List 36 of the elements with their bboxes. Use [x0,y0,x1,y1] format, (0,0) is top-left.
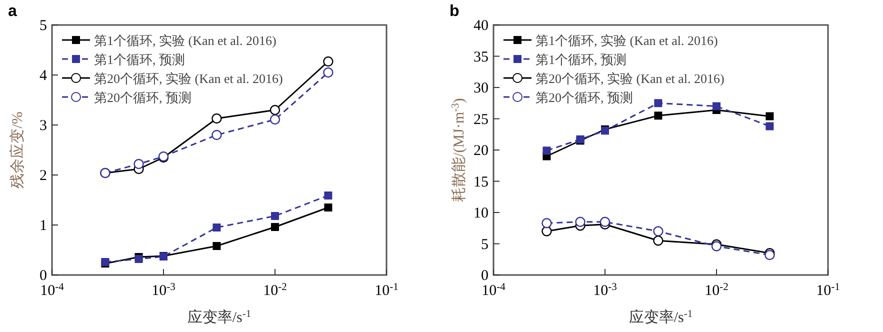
x-tick-label: 10$^{-3}$ [593,282,617,299]
y-axis-title: 残余应变/% [9,112,26,188]
y-tick-label: 0 [481,268,488,284]
legend-label: 第20个循环, 预测 [536,90,633,105]
y-tick-label: 35 [474,49,488,66]
y-tick-label: 10 [474,206,488,222]
y-tick-label: 5 [40,18,47,34]
x-tick-label: 10$^{-4}$ [40,282,65,299]
x-tick-label: 10$^{-1}$ [816,282,840,299]
legend-label: 第1个循环, 实验 (Kan et al. 2016) [94,33,276,48]
y-tick-label: 2 [40,168,47,184]
x-tick-label: 10$^{-1}$ [374,282,398,299]
chart-title: b [450,3,460,20]
y-tick-label: 15 [474,174,488,190]
chart-title: a [8,3,17,20]
x-axis-title: 应变率/s$^{-1}$ [187,308,252,326]
y-tick-label: 25 [474,112,488,128]
y-tick-label: 0 [40,268,47,284]
y-tick-label: 4 [40,68,48,84]
y-tick-label: 5 [481,236,488,253]
y-tick-label: 20 [474,143,488,159]
legend-label: 第1个循环, 预测 [536,52,626,67]
legend-label: 第20个循环, 预测 [94,90,192,105]
legend-label: 第1个循环, 实验 (Kan et al. 2016) [536,33,718,48]
y-tick-label: 1 [40,218,47,234]
legend-label: 第1个循环, 预测 [94,52,185,67]
y-tick-label: 40 [474,18,488,34]
x-axis-title: 应变率/s$^{-1}$ [628,308,693,326]
x-tick-label: 10$^{-2}$ [263,282,287,299]
x-tick-label: 10$^{-3}$ [152,282,176,299]
y-tick-label: 30 [474,80,488,96]
x-tick-label: 10$^{-4}$ [482,282,506,299]
y-tick-label: 3 [40,118,47,134]
x-tick-label: 10$^{-2}$ [704,282,728,299]
legend-label: 第20个循环, 实验 (Kan et al. 2016) [536,71,724,86]
legend-label: 第20个循环, 实验 (Kan et al. 2016) [94,71,283,86]
